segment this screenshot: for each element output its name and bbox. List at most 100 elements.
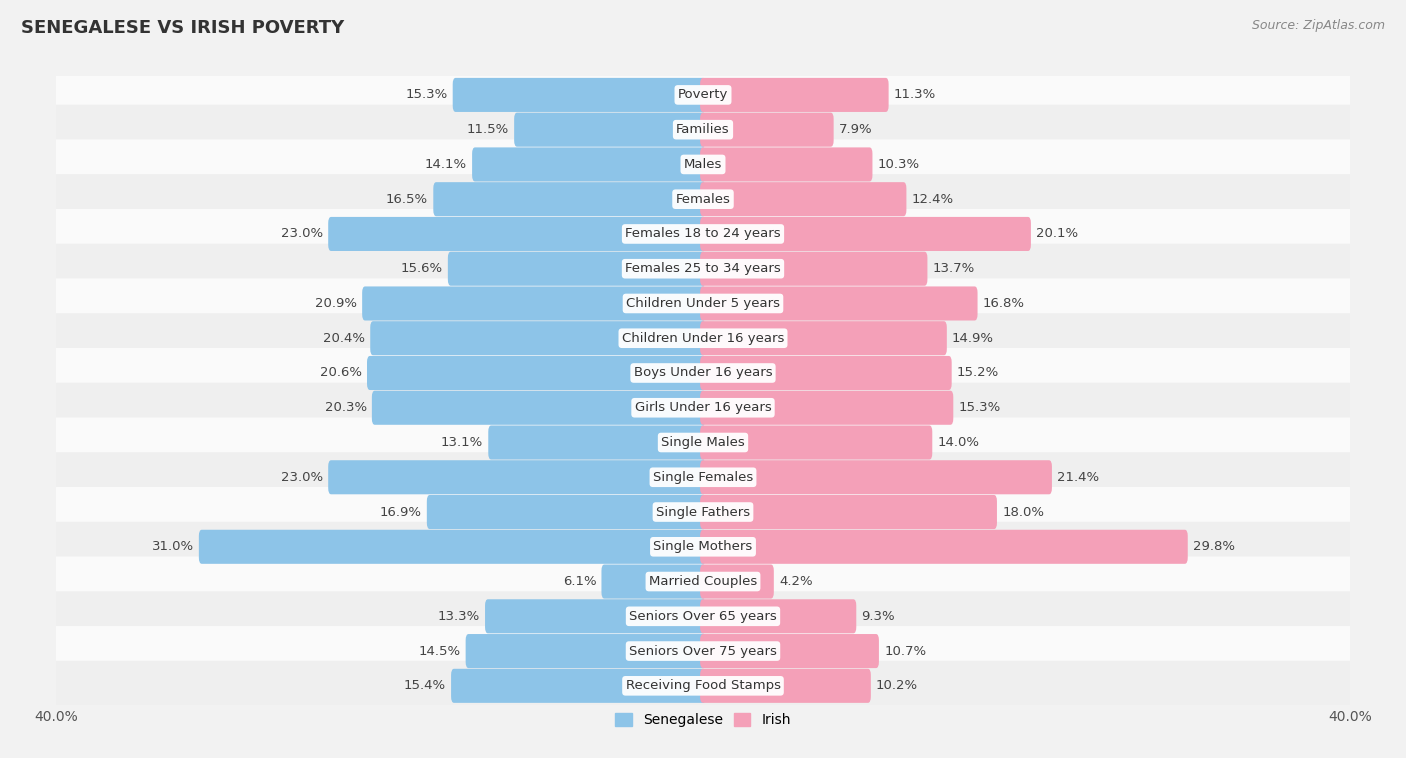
FancyBboxPatch shape [52,487,1354,537]
FancyBboxPatch shape [198,530,706,564]
Text: 7.9%: 7.9% [839,124,873,136]
FancyBboxPatch shape [700,495,997,529]
FancyBboxPatch shape [700,182,907,216]
FancyBboxPatch shape [52,174,1354,224]
Text: Source: ZipAtlas.com: Source: ZipAtlas.com [1251,19,1385,32]
FancyBboxPatch shape [700,530,1188,564]
FancyBboxPatch shape [52,209,1354,259]
Text: Seniors Over 75 years: Seniors Over 75 years [628,644,778,657]
Text: 14.9%: 14.9% [952,332,994,345]
FancyBboxPatch shape [52,278,1354,328]
FancyBboxPatch shape [700,669,870,703]
Text: Single Females: Single Females [652,471,754,484]
Text: Boys Under 16 years: Boys Under 16 years [634,366,772,380]
Text: Single Males: Single Males [661,436,745,449]
FancyBboxPatch shape [52,556,1354,606]
Text: 15.3%: 15.3% [405,89,447,102]
Text: 15.4%: 15.4% [404,679,446,692]
FancyBboxPatch shape [328,460,706,494]
Text: Females: Females [675,193,731,205]
Text: 4.2%: 4.2% [779,575,813,588]
Text: 10.3%: 10.3% [877,158,920,171]
FancyBboxPatch shape [52,139,1354,190]
FancyBboxPatch shape [700,147,873,181]
FancyBboxPatch shape [700,287,977,321]
FancyBboxPatch shape [52,348,1354,398]
FancyBboxPatch shape [700,252,928,286]
Text: Females 18 to 24 years: Females 18 to 24 years [626,227,780,240]
FancyBboxPatch shape [367,356,706,390]
Text: Seniors Over 65 years: Seniors Over 65 years [628,609,778,623]
Text: Single Fathers: Single Fathers [657,506,749,518]
Text: 9.3%: 9.3% [862,609,896,623]
Text: 21.4%: 21.4% [1057,471,1099,484]
Text: 15.2%: 15.2% [957,366,1000,380]
FancyBboxPatch shape [52,418,1354,468]
Text: 11.5%: 11.5% [467,124,509,136]
Text: 14.1%: 14.1% [425,158,467,171]
Text: Receiving Food Stamps: Receiving Food Stamps [626,679,780,692]
FancyBboxPatch shape [451,669,706,703]
Text: SENEGALESE VS IRISH POVERTY: SENEGALESE VS IRISH POVERTY [21,19,344,37]
FancyBboxPatch shape [370,321,706,356]
FancyBboxPatch shape [52,313,1354,363]
Text: 31.0%: 31.0% [152,540,194,553]
Text: Single Mothers: Single Mothers [654,540,752,553]
FancyBboxPatch shape [433,182,706,216]
Text: 18.0%: 18.0% [1002,506,1045,518]
Text: Females 25 to 34 years: Females 25 to 34 years [626,262,780,275]
FancyBboxPatch shape [485,600,706,634]
Text: 16.5%: 16.5% [387,193,429,205]
FancyBboxPatch shape [449,252,706,286]
Text: Poverty: Poverty [678,89,728,102]
Text: Children Under 16 years: Children Under 16 years [621,332,785,345]
FancyBboxPatch shape [52,243,1354,294]
FancyBboxPatch shape [472,147,706,181]
FancyBboxPatch shape [602,565,706,599]
FancyBboxPatch shape [465,634,706,668]
FancyBboxPatch shape [700,460,1052,494]
Text: 6.1%: 6.1% [562,575,596,588]
FancyBboxPatch shape [700,425,932,459]
FancyBboxPatch shape [700,321,946,356]
Text: 15.6%: 15.6% [401,262,443,275]
Text: 11.3%: 11.3% [894,89,936,102]
Text: 12.4%: 12.4% [911,193,953,205]
FancyBboxPatch shape [453,78,706,112]
Text: 29.8%: 29.8% [1192,540,1234,553]
FancyBboxPatch shape [700,634,879,668]
Text: 16.9%: 16.9% [380,506,422,518]
FancyBboxPatch shape [700,217,1031,251]
FancyBboxPatch shape [328,217,706,251]
Text: 20.6%: 20.6% [319,366,361,380]
Text: 20.1%: 20.1% [1036,227,1078,240]
Text: Children Under 5 years: Children Under 5 years [626,297,780,310]
FancyBboxPatch shape [700,390,953,424]
Text: Males: Males [683,158,723,171]
Text: 20.9%: 20.9% [315,297,357,310]
Text: 23.0%: 23.0% [281,227,323,240]
Legend: Senegalese, Irish: Senegalese, Irish [609,707,797,732]
Text: Girls Under 16 years: Girls Under 16 years [634,401,772,415]
FancyBboxPatch shape [700,78,889,112]
FancyBboxPatch shape [700,600,856,634]
FancyBboxPatch shape [52,522,1354,572]
Text: 23.0%: 23.0% [281,471,323,484]
Text: 15.3%: 15.3% [959,401,1001,415]
FancyBboxPatch shape [700,356,952,390]
FancyBboxPatch shape [700,113,834,147]
FancyBboxPatch shape [52,591,1354,641]
Text: 10.2%: 10.2% [876,679,918,692]
Text: Families: Families [676,124,730,136]
Text: 13.3%: 13.3% [437,609,479,623]
FancyBboxPatch shape [488,425,706,459]
Text: 10.7%: 10.7% [884,644,927,657]
FancyBboxPatch shape [427,495,706,529]
FancyBboxPatch shape [700,565,773,599]
Text: 20.4%: 20.4% [323,332,366,345]
FancyBboxPatch shape [363,287,706,321]
FancyBboxPatch shape [52,105,1354,155]
Text: 16.8%: 16.8% [983,297,1025,310]
Text: 20.3%: 20.3% [325,401,367,415]
Text: 13.7%: 13.7% [932,262,974,275]
